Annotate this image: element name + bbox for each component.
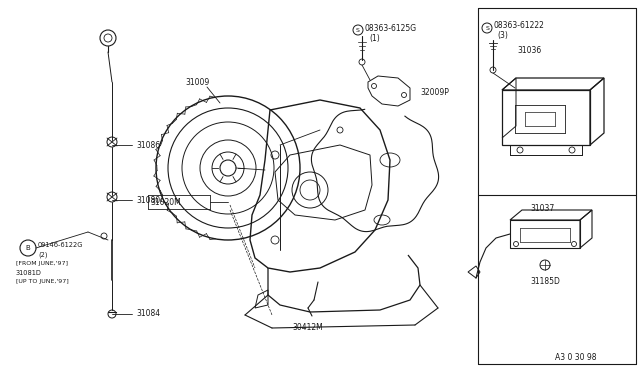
- Text: 31185D: 31185D: [530, 278, 560, 286]
- Text: (1): (1): [369, 33, 380, 42]
- Text: 31036: 31036: [517, 45, 541, 55]
- Text: 32009P: 32009P: [420, 87, 449, 96]
- Text: 31020M: 31020M: [150, 198, 180, 206]
- Text: 31081D: 31081D: [16, 270, 42, 276]
- Text: 08363-6125G: 08363-6125G: [365, 23, 417, 32]
- Text: A3 0 30 98: A3 0 30 98: [555, 353, 596, 362]
- Text: S: S: [356, 28, 360, 32]
- Text: 30412M: 30412M: [292, 324, 323, 333]
- Text: 09146-6122G: 09146-6122G: [38, 242, 83, 248]
- Text: 31084: 31084: [136, 310, 160, 318]
- Text: S: S: [486, 26, 490, 31]
- Text: 31086: 31086: [136, 141, 160, 150]
- Text: B: B: [26, 245, 30, 251]
- Text: 31080: 31080: [136, 196, 160, 205]
- Text: [UP TO JUNE,'97]: [UP TO JUNE,'97]: [16, 279, 68, 285]
- Text: 31037: 31037: [530, 203, 554, 212]
- Text: 08363-61222: 08363-61222: [494, 20, 545, 29]
- Text: (2): (2): [38, 252, 47, 258]
- Text: [FROM JUNE,'97]: [FROM JUNE,'97]: [16, 262, 68, 266]
- Text: (3): (3): [497, 31, 508, 39]
- Text: 31009: 31009: [185, 77, 209, 87]
